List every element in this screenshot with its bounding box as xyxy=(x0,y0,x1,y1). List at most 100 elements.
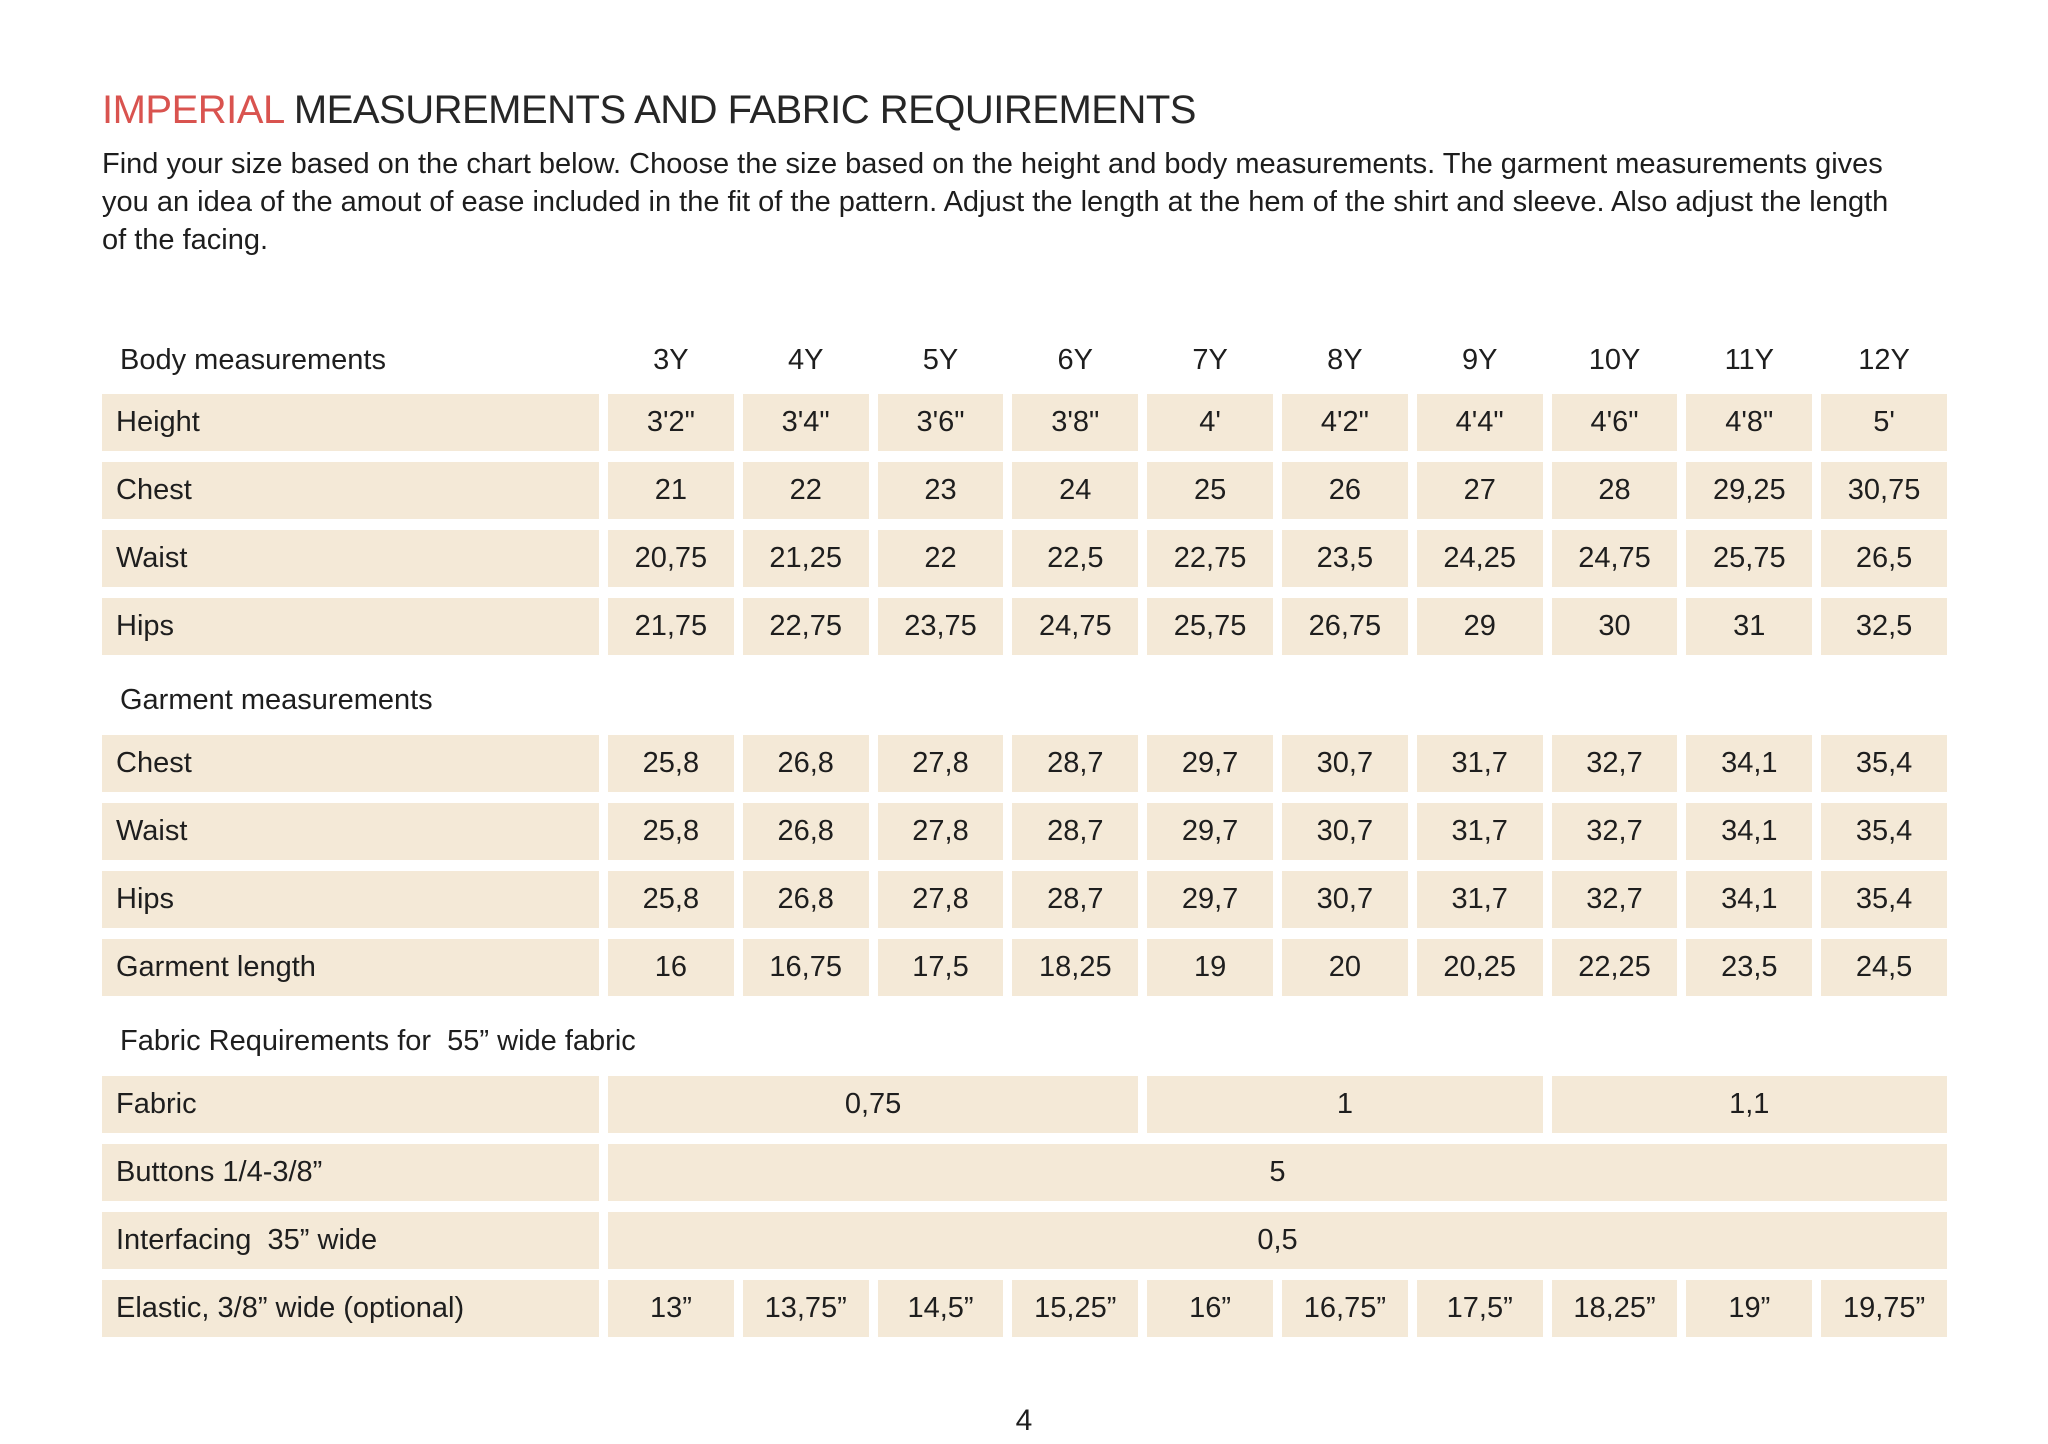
value-cell: 19,75” xyxy=(1821,1280,1947,1337)
row-label: Interfacing 35” wide xyxy=(102,1212,599,1269)
value-cell: 22,25 xyxy=(1551,939,1678,996)
value-cell: 18,25” xyxy=(1551,1280,1678,1337)
value-cell: 25,8 xyxy=(608,871,734,928)
value-cell: 26,5 xyxy=(1821,530,1947,587)
value-cell: 30,7 xyxy=(1282,735,1408,792)
value-cell: 29,25 xyxy=(1686,462,1813,519)
value-cell: 25,75 xyxy=(1686,530,1813,587)
value-cell: 4'8" xyxy=(1686,394,1813,451)
value-cell: 25 xyxy=(1147,462,1273,519)
value-cell: 35,4 xyxy=(1821,871,1947,928)
value-cell: 31,7 xyxy=(1416,803,1543,860)
intro-paragraph: Find your size based on the chart below.… xyxy=(102,148,1889,256)
row-label: Fabric xyxy=(102,1076,599,1133)
value-cell: 32,5 xyxy=(1821,598,1947,655)
value-cell: 28,7 xyxy=(1012,803,1139,860)
value-cell: 32,7 xyxy=(1551,735,1678,792)
value-cell: 24,75 xyxy=(1551,530,1678,587)
value-cell: 35,4 xyxy=(1821,735,1947,792)
value-cell: 20 xyxy=(1282,939,1408,996)
value-cell: 20,75 xyxy=(608,530,734,587)
value-cell: 0,5 xyxy=(608,1212,1947,1269)
value-cell: 28 xyxy=(1551,462,1678,519)
size-column-header: 8Y xyxy=(1327,343,1363,376)
value-cell: 21,25 xyxy=(742,530,869,587)
value-cell: 30,75 xyxy=(1821,462,1947,519)
value-cell: 22,75 xyxy=(1147,530,1273,587)
value-cell: 4'4" xyxy=(1416,394,1543,451)
row-label: Hips xyxy=(102,598,599,655)
value-cell: 25,8 xyxy=(608,735,734,792)
value-cell: 16” xyxy=(1147,1280,1273,1337)
value-cell: 28,7 xyxy=(1012,871,1139,928)
value-cell: 32,7 xyxy=(1551,871,1678,928)
value-cell: 13,75” xyxy=(742,1280,869,1337)
value-cell: 22 xyxy=(877,530,1004,587)
value-cell: 27,8 xyxy=(877,871,1004,928)
value-cell: 19” xyxy=(1686,1280,1813,1337)
value-cell: 26,8 xyxy=(742,871,869,928)
size-column-header: 11Y xyxy=(1724,343,1775,376)
row-label: Chest xyxy=(102,462,599,519)
row-label: Chest xyxy=(102,735,599,792)
value-cell: 27 xyxy=(1416,462,1543,519)
value-cell: 17,5” xyxy=(1416,1280,1543,1337)
value-cell: 29,7 xyxy=(1147,735,1273,792)
size-column-header: 4Y xyxy=(787,343,824,376)
value-cell: 29,7 xyxy=(1147,803,1273,860)
size-column-header: 5Y xyxy=(922,343,959,376)
value-cell: 21,75 xyxy=(608,598,734,655)
size-column-header: 7Y xyxy=(1192,343,1228,376)
value-cell: 14,5” xyxy=(877,1280,1004,1337)
row-label: Garment length xyxy=(102,939,599,996)
value-cell: 30,7 xyxy=(1282,871,1408,928)
value-cell: 4'2" xyxy=(1282,394,1408,451)
section-header-label: Body measurements xyxy=(120,343,386,376)
value-cell: 35,4 xyxy=(1821,803,1947,860)
value-cell: 34,1 xyxy=(1686,871,1813,928)
value-cell: 15,25” xyxy=(1012,1280,1139,1337)
row-label: Height xyxy=(102,394,599,451)
value-cell: 30,7 xyxy=(1282,803,1408,860)
value-cell: 25,75 xyxy=(1147,598,1273,655)
value-cell: 24,5 xyxy=(1821,939,1947,996)
value-cell: 27,8 xyxy=(877,735,1004,792)
value-cell: 22,75 xyxy=(742,598,869,655)
value-cell: 4' xyxy=(1147,394,1273,451)
row-label: Buttons 1/4-3/8” xyxy=(102,1144,599,1201)
value-cell: 31,7 xyxy=(1416,735,1543,792)
value-cell: 1 xyxy=(1147,1076,1543,1133)
value-cell: 32,7 xyxy=(1551,803,1678,860)
value-cell: 3'2" xyxy=(608,394,734,451)
value-cell: 16,75 xyxy=(742,939,869,996)
value-cell: 25,8 xyxy=(608,803,734,860)
page-number: 4 xyxy=(1015,1404,1033,1437)
value-cell: 34,1 xyxy=(1686,735,1813,792)
value-cell: 22,5 xyxy=(1012,530,1139,587)
value-cell: 24,25 xyxy=(1416,530,1543,587)
value-cell: 26,8 xyxy=(742,735,869,792)
value-cell: 24 xyxy=(1012,462,1139,519)
page-title: IMPERIAL MEASUREMENTS AND FABRIC REQUIRE… xyxy=(102,88,1948,133)
value-cell: 21 xyxy=(608,462,734,519)
value-cell: 5' xyxy=(1821,394,1947,451)
section-header-label: Garment measurements xyxy=(120,683,433,716)
value-cell: 18,25 xyxy=(1012,939,1139,996)
value-cell: 29,7 xyxy=(1147,871,1273,928)
value-cell: 26,75 xyxy=(1282,598,1408,655)
section-header-label: Fabric Requirements for 55” wide fabric xyxy=(120,1024,636,1057)
size-column-header: 12Y xyxy=(1858,343,1910,376)
value-cell: 3'4" xyxy=(742,394,869,451)
value-cell: 22 xyxy=(742,462,869,519)
value-cell: 0,75 xyxy=(608,1076,1139,1133)
size-column-header: 3Y xyxy=(653,343,689,376)
document-page: IMPERIAL MEASUREMENTS AND FABRIC REQUIRE… xyxy=(102,88,1948,1337)
value-cell: 26 xyxy=(1282,462,1408,519)
value-cell: 3'8" xyxy=(1012,394,1139,451)
value-cell: 13” xyxy=(608,1280,734,1337)
value-cell: 28,7 xyxy=(1012,735,1139,792)
value-cell: 17,5 xyxy=(877,939,1004,996)
size-column-header: 10Y xyxy=(1588,343,1641,376)
value-cell: 16 xyxy=(608,939,734,996)
value-cell: 29 xyxy=(1416,598,1543,655)
